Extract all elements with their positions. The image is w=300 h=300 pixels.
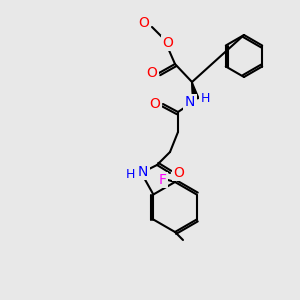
Text: O: O — [139, 16, 149, 30]
Text: N: N — [138, 165, 148, 179]
Text: H: H — [125, 167, 135, 181]
Text: H: H — [200, 92, 210, 104]
Text: F: F — [159, 173, 167, 187]
Text: O: O — [174, 166, 184, 180]
Text: O: O — [150, 97, 160, 111]
Text: O: O — [147, 66, 158, 80]
Text: N: N — [185, 95, 195, 109]
Polygon shape — [192, 82, 199, 100]
Text: O: O — [163, 36, 173, 50]
